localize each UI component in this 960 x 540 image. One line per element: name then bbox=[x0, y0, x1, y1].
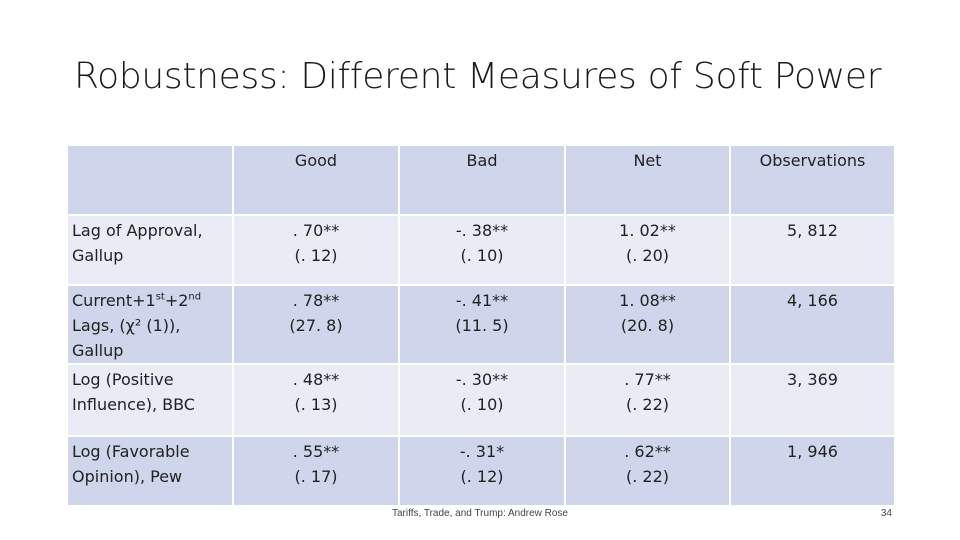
std-error: (. 22) bbox=[625, 467, 669, 486]
row-label: Log (Favorable Opinion), Pew bbox=[66, 435, 234, 507]
results-table: Good Bad Net Observations Lag of Approva… bbox=[66, 144, 896, 507]
header-cell-observations: Observations bbox=[729, 144, 896, 216]
coefficient: . 48** bbox=[292, 370, 340, 389]
coefficient: 1. 08** bbox=[619, 291, 676, 310]
row-label-line: Log (Positive bbox=[72, 370, 174, 389]
bad-cell: -. 31* (. 12) bbox=[398, 435, 566, 507]
std-error: (. 12) bbox=[460, 467, 504, 486]
net-cell: . 62** (. 22) bbox=[564, 435, 731, 507]
observations-cell: 4, 166 bbox=[729, 284, 896, 365]
header-cell-bad: Bad bbox=[398, 144, 566, 216]
chi-square-stat: (20. 8) bbox=[620, 316, 675, 335]
bad-cell: -. 41** (11. 5) bbox=[398, 284, 566, 365]
net-cell: . 77** (. 22) bbox=[564, 363, 731, 437]
row-label-line: Log (Favorable bbox=[72, 442, 190, 461]
net-cell: 1. 08** (20. 8) bbox=[564, 284, 731, 365]
coefficient: . 55** bbox=[292, 442, 340, 461]
coefficient: -. 30** bbox=[455, 370, 509, 389]
chi-square-stat: (11. 5) bbox=[455, 316, 509, 335]
row-label: Current+1st+2nd Lags, (χ² (1)), Gallup bbox=[66, 284, 234, 365]
coefficient: -. 41** bbox=[455, 291, 509, 310]
std-error: (. 12) bbox=[294, 246, 338, 265]
std-error: (. 17) bbox=[294, 467, 338, 486]
bad-cell: -. 30** (. 10) bbox=[398, 363, 566, 437]
coefficient: . 77** bbox=[624, 370, 671, 389]
row-label-line: Lag of Approval, bbox=[72, 221, 203, 240]
coefficient: . 70** bbox=[292, 221, 340, 240]
table-row: Lag of Approval, Gallup . 70** (. 12) -.… bbox=[66, 214, 896, 286]
row-label-line: Gallup bbox=[72, 341, 124, 360]
good-cell: . 78** (27. 8) bbox=[232, 284, 400, 365]
header-cell-empty bbox=[66, 144, 234, 216]
good-cell: . 55** (. 17) bbox=[232, 435, 400, 507]
row-label-line: Influence), BBC bbox=[72, 395, 195, 414]
net-cell: 1. 02** (. 20) bbox=[564, 214, 731, 286]
observations-cell: 3, 369 bbox=[729, 363, 896, 437]
superscript: st bbox=[155, 291, 165, 303]
table-header-row: Good Bad Net Observations bbox=[66, 144, 896, 216]
chi-square-stat: (27. 8) bbox=[289, 316, 343, 335]
row-label-line: Lags, (χ² (1)), bbox=[72, 316, 181, 335]
good-cell: . 48** (. 13) bbox=[232, 363, 400, 437]
slide-title: Robustness: Different Measures of Soft P… bbox=[74, 56, 882, 97]
page-number: 34 bbox=[880, 508, 892, 519]
coefficient: . 62** bbox=[624, 442, 671, 461]
coefficient: -. 38** bbox=[455, 221, 509, 240]
table-row: Log (Positive Influence), BBC . 48** (. … bbox=[66, 363, 896, 437]
row-label-part: Current+1 bbox=[72, 291, 156, 310]
observations-cell: 5, 812 bbox=[729, 214, 896, 286]
table-row: Current+1st+2nd Lags, (χ² (1)), Gallup .… bbox=[66, 284, 896, 365]
std-error: (. 13) bbox=[294, 395, 338, 414]
std-error: (. 10) bbox=[460, 246, 504, 265]
row-label-line: Current+1st+2nd bbox=[72, 288, 228, 313]
row-label: Log (Positive Influence), BBC bbox=[66, 363, 234, 437]
std-error: (. 22) bbox=[625, 395, 669, 414]
row-label: Lag of Approval, Gallup bbox=[66, 214, 234, 286]
table-row: Log (Favorable Opinion), Pew . 55** (. 1… bbox=[66, 435, 896, 507]
coefficient: . 78** bbox=[292, 291, 340, 310]
std-error: (. 20) bbox=[625, 246, 669, 265]
header-cell-net: Net bbox=[564, 144, 731, 216]
superscript: nd bbox=[188, 291, 202, 303]
bad-cell: -. 38** (. 10) bbox=[398, 214, 566, 286]
std-error: (. 10) bbox=[460, 395, 504, 414]
row-label-part: +2 bbox=[164, 291, 189, 310]
slide-footer: Tariffs, Trade, and Trump: Andrew Rose bbox=[391, 508, 568, 519]
good-cell: . 70** (. 12) bbox=[232, 214, 400, 286]
row-label-line: Gallup bbox=[72, 246, 124, 265]
coefficient: 1. 02** bbox=[619, 221, 676, 240]
header-cell-good: Good bbox=[232, 144, 400, 216]
row-label-line: Opinion), Pew bbox=[72, 467, 183, 486]
observations-cell: 1, 946 bbox=[729, 435, 896, 507]
coefficient: -. 31* bbox=[459, 442, 505, 461]
